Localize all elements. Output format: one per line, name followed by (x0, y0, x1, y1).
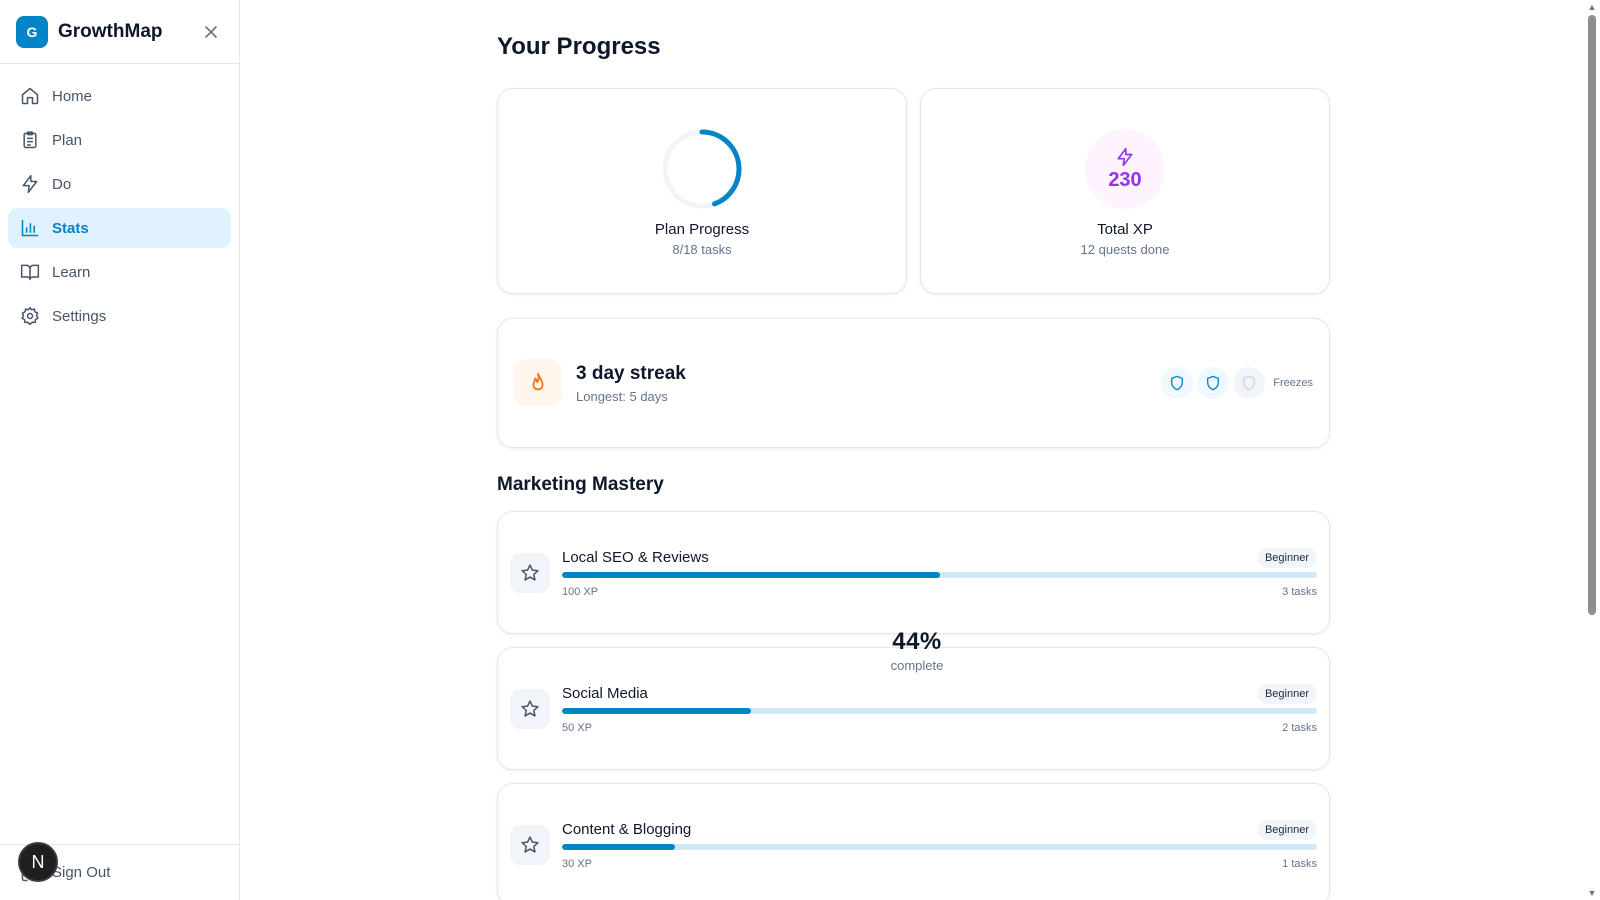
app-name: GrowthMap (58, 20, 163, 42)
skill-name: Local SEO & Reviews (562, 549, 709, 566)
star-box (510, 688, 550, 729)
sidebar-item-label: Settings (52, 307, 107, 325)
scroll-up-arrow[interactable]: ▲ (1587, 2, 1597, 12)
skill-progress-bar (562, 843, 1317, 850)
shield-icon (1171, 375, 1184, 391)
skill-top: Content & Blogging Beginner (562, 819, 1317, 840)
skill-top: Local SEO & Reviews Beginner (562, 547, 1317, 568)
xp-circle: 230 (1085, 129, 1165, 209)
gear-icon (20, 306, 40, 326)
level-badge: Beginner (1256, 683, 1317, 704)
sidebar-item-label: Plan (52, 131, 83, 149)
freezes-label: Freezes (1273, 377, 1313, 389)
skill-meta: 30 XP 1 tasks (562, 858, 1317, 870)
skill-body: Social Media Beginner 50 XP 2 tasks (562, 683, 1317, 734)
plan-percent-overlay: 44% complete (877, 628, 957, 673)
shield-icon (1243, 375, 1256, 391)
plan-percent-label: complete (890, 658, 944, 673)
skill-body: Local SEO & Reviews Beginner 100 XP 3 ta… (562, 547, 1317, 598)
plan-progress-sub: 8/18 tasks (672, 242, 732, 257)
sidebar-item-do[interactable]: Do (8, 164, 231, 204)
star-icon (521, 835, 539, 853)
plan-progress-label: Plan Progress (654, 221, 750, 238)
skill-tasks: 3 tasks (1282, 585, 1317, 598)
shield-icon (1207, 375, 1220, 391)
star-box (510, 824, 550, 865)
book-icon (20, 262, 40, 282)
sidebar-item-label: Home (52, 87, 93, 105)
bar-chart-icon (20, 218, 40, 238)
sidebar-nav: Home Plan Do Stats Learn (0, 64, 239, 352)
lightning-icon (1117, 147, 1133, 166)
star-icon (521, 699, 539, 717)
sidebar-item-label: Stats (52, 219, 89, 237)
skill-card[interactable]: Social Media Beginner 50 XP 2 tasks (497, 647, 1330, 770)
skill-meta: 50 XP 2 tasks (562, 722, 1317, 734)
progress-ring (662, 129, 742, 209)
sidebar-item-label: Learn (52, 263, 91, 281)
sidebar-item-stats[interactable]: Stats (8, 208, 231, 248)
skill-name: Content & Blogging (562, 821, 692, 838)
total-xp-sub: 12 quests done (1080, 242, 1170, 257)
brand-logo: G (16, 15, 48, 48)
sidebar-item-plan[interactable]: Plan (8, 120, 231, 160)
flame-box (514, 359, 562, 407)
page-scrollbar[interactable]: ▲ ▼ (1570, 0, 1600, 900)
scroll-thumb[interactable] (1588, 15, 1596, 615)
skill-top: Social Media Beginner (562, 683, 1317, 704)
main-content: Your Progress Plan Progress 8/18 tasks 2… (240, 0, 1570, 900)
skill-meta: 100 XP 3 tasks (562, 586, 1317, 598)
skill-progress-bar (562, 571, 1317, 578)
skill-tasks: 1 tasks (1282, 857, 1317, 870)
level-badge: Beginner (1256, 819, 1317, 840)
skill-card[interactable]: Content & Blogging Beginner 30 XP 1 task… (497, 783, 1330, 900)
total-xp-card: 230 Total XP 12 quests done (920, 88, 1330, 294)
skill-xp: 30 XP (562, 857, 592, 870)
streak-longest: Longest: 5 days (576, 388, 668, 404)
close-icon (205, 25, 217, 38)
clipboard-icon (20, 130, 40, 150)
streak-card: 3 day streak Longest: 5 days Freezes (497, 318, 1330, 448)
star-box (510, 552, 550, 593)
sidebar-item-label: Do (52, 175, 72, 193)
sidebar-item-learn[interactable]: Learn (8, 252, 231, 292)
skill-xp: 50 XP (562, 721, 592, 734)
skill-card[interactable]: Local SEO & Reviews Beginner 100 XP 3 ta… (497, 511, 1330, 634)
avatar[interactable]: N (18, 842, 58, 882)
brand-header: G GrowthMap (0, 0, 239, 64)
section-title: Marketing Mastery (497, 474, 664, 495)
streak-text: 3 day streak Longest: 5 days (576, 363, 1157, 404)
xp-value: 230 (1108, 168, 1142, 191)
flame-icon (532, 372, 544, 391)
skill-progress-fill (562, 707, 751, 714)
skill-body: Content & Blogging Beginner 30 XP 1 task… (562, 819, 1317, 870)
progress-ring-fill (662, 129, 742, 209)
freeze-shield-2 (1197, 367, 1230, 399)
level-badge: Beginner (1256, 547, 1317, 568)
skill-progress-bar (562, 707, 1317, 714)
sidebar-item-home[interactable]: Home (8, 76, 231, 116)
skill-xp: 100 XP (562, 585, 599, 598)
skill-name: Social Media (562, 685, 648, 702)
skill-tasks: 2 tasks (1282, 721, 1317, 734)
scroll-down-arrow[interactable]: ▼ (1587, 888, 1597, 898)
close-sidebar-button[interactable] (199, 20, 223, 44)
total-xp-label: Total XP (1097, 221, 1153, 238)
skill-progress-fill (562, 843, 676, 850)
page-title: Your Progress (497, 33, 661, 60)
lightning-icon (20, 174, 40, 194)
plan-progress-card: Plan Progress 8/18 tasks (497, 88, 907, 294)
streak-freezes: Freezes (1157, 367, 1313, 399)
freeze-shield-3 (1233, 367, 1266, 399)
sidebar-item-settings[interactable]: Settings (8, 296, 231, 336)
home-icon (20, 86, 40, 106)
streak-title: 3 day streak (576, 362, 686, 384)
sign-out-label: Sign Out (52, 864, 111, 881)
plan-percent-value: 44% (892, 628, 942, 655)
skill-progress-fill (562, 571, 940, 578)
sidebar: G GrowthMap Home Plan Do (0, 0, 240, 900)
star-icon (521, 563, 539, 581)
freeze-shield-1 (1161, 367, 1194, 399)
